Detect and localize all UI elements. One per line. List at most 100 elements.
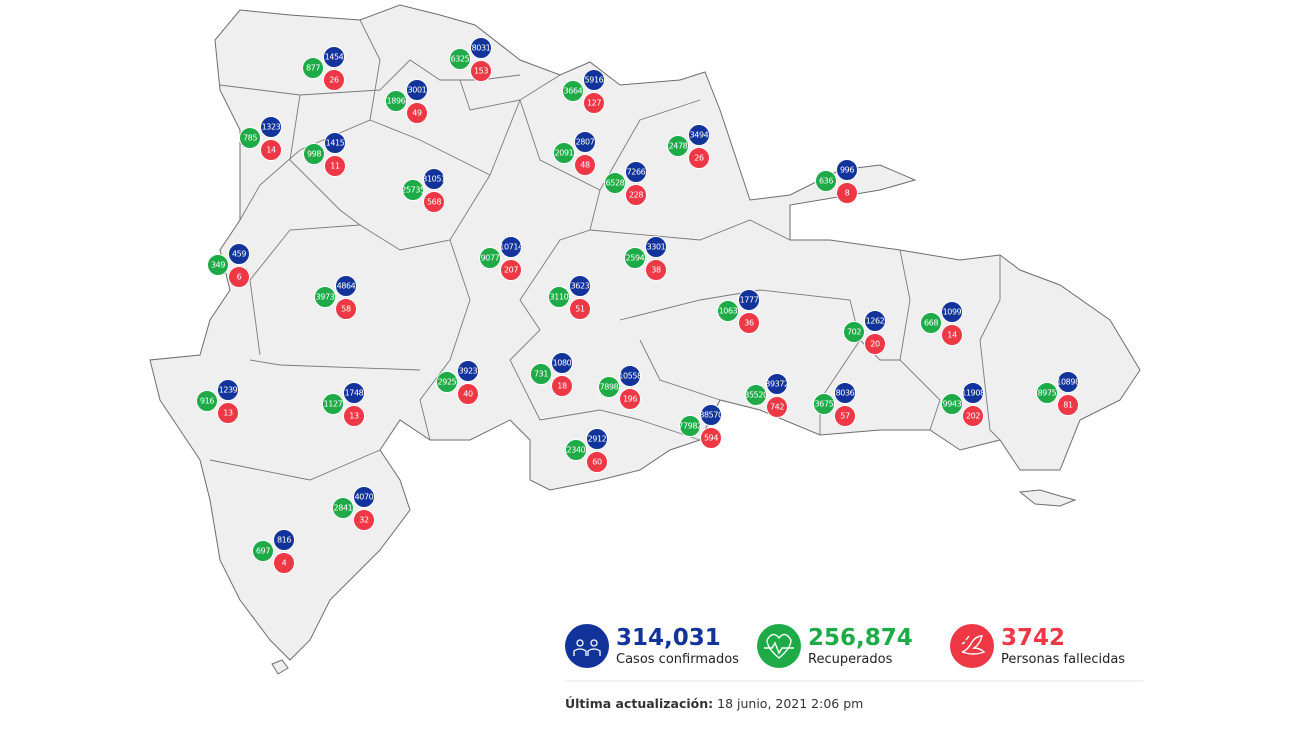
confirmed-count: 88570 [699, 411, 723, 420]
recovered-count: 3675 [815, 400, 834, 409]
province-marker: 668 1099 14 [920, 301, 963, 346]
confirmed-circle [583, 69, 605, 91]
confirmed-total: 314,031 [616, 625, 721, 651]
deaths-circle [583, 92, 605, 114]
recovered-count: 916 [200, 397, 214, 406]
confirmed-circle [836, 159, 858, 181]
deaths-count: 49 [412, 109, 422, 118]
recovered-count: 877 [306, 64, 320, 73]
confirmed-circle [353, 486, 375, 508]
recovered-count: 2925 [438, 378, 457, 387]
deaths-circle [1057, 394, 1079, 416]
confirmed-circle [941, 301, 963, 323]
recovered-circle [449, 48, 471, 70]
confirmed-count: 5916 [585, 76, 604, 85]
confirmed-count: 1777 [740, 296, 759, 305]
confirmed-count: 459 [232, 250, 246, 259]
deaths-circle [273, 552, 295, 574]
update-label: Última actualización: [565, 696, 713, 711]
deaths-circle [962, 405, 984, 427]
confirmed-circle [470, 37, 492, 59]
deaths-circle [406, 102, 428, 124]
confirmed-count: 1748 [345, 389, 364, 398]
recovered-circle [562, 80, 584, 102]
recovered-circle [745, 384, 767, 406]
deaths-circle [766, 396, 788, 418]
deaths-icon [950, 624, 994, 668]
heart-icon [764, 633, 794, 659]
confirmed-count: 3301 [647, 243, 666, 252]
deaths-count: 14 [947, 331, 957, 340]
confirmed-circle [645, 236, 667, 258]
deaths-count: 26 [694, 154, 704, 163]
recovered-label: Recuperados [808, 652, 893, 667]
confirmed-circle [574, 131, 596, 153]
deaths-count: 48 [580, 161, 590, 170]
deaths-count: 81 [1063, 401, 1073, 410]
recovered-count: 697 [256, 547, 270, 556]
deaths-circle [569, 298, 591, 320]
confirmed-count: 816 [277, 536, 291, 545]
recovered-count: 7898 [600, 383, 619, 392]
confirmed-count: 31051 [422, 175, 446, 184]
recovered-circle [843, 321, 865, 343]
recovered-circle [667, 135, 689, 157]
confirmed-circle [343, 382, 365, 404]
recovered-circle [598, 376, 620, 398]
confirmed-count: 3494 [690, 131, 709, 140]
confirmed-count: 39372 [765, 380, 789, 389]
province-marker: 916 1239 13 [196, 379, 239, 424]
confirmed-count: 1262 [866, 317, 885, 326]
recovered-count: 2478 [669, 142, 688, 151]
deaths-circle [574, 154, 596, 176]
confirmed-count: 3623 [571, 282, 590, 291]
province-marker: 877 1454 26 [302, 46, 345, 91]
recovered-count: 8975 [1038, 389, 1057, 398]
confirmed-circle [228, 243, 250, 265]
deaths-count: 228 [629, 191, 643, 200]
deaths-count: 40 [463, 390, 473, 399]
confirmed-circle [962, 382, 984, 404]
confirmed-circle [766, 373, 788, 395]
recovered-circle [332, 497, 354, 519]
confirmed-count: 1454 [325, 53, 344, 62]
confirmed-circle [864, 310, 886, 332]
confirmed-circle [423, 168, 445, 190]
province-marker: 7898 10558 196 [598, 365, 642, 410]
recovered-circle [479, 247, 501, 269]
confirmed-count: 8031 [472, 44, 491, 53]
recovered-count: 785 [243, 134, 257, 143]
island-beata [271, 659, 289, 675]
province-marker: 998 1415 11 [303, 132, 346, 177]
deaths-count: 18 [557, 382, 567, 391]
province-marker: 785 1323 14 [239, 116, 282, 161]
recovered-count: 9943 [943, 400, 962, 409]
recovered-count: 1896 [387, 97, 406, 106]
deaths-circle [423, 191, 445, 213]
deaths-circle [688, 147, 710, 169]
confirmed-count: 1323 [262, 123, 281, 132]
deaths-circle [324, 155, 346, 177]
people-icon [573, 639, 601, 656]
province-marker: 77982 88570 594 [678, 404, 723, 449]
recovered-circle [941, 393, 963, 415]
recovered-count: 35520 [744, 391, 768, 400]
deaths-count: 13 [223, 409, 233, 418]
recovered-circle [402, 179, 424, 201]
recovered-circle [252, 540, 274, 562]
deaths-count: 568 [427, 198, 441, 207]
recovered-count: 2340 [567, 446, 586, 455]
confirmed-circle [324, 132, 346, 154]
confirmed-count: 3923 [459, 367, 478, 376]
confirmed-circle [273, 529, 295, 551]
confirmed-count: 1080 [553, 359, 572, 368]
confirmed-count: 10714 [499, 243, 523, 252]
confirmed-circle [586, 428, 608, 450]
